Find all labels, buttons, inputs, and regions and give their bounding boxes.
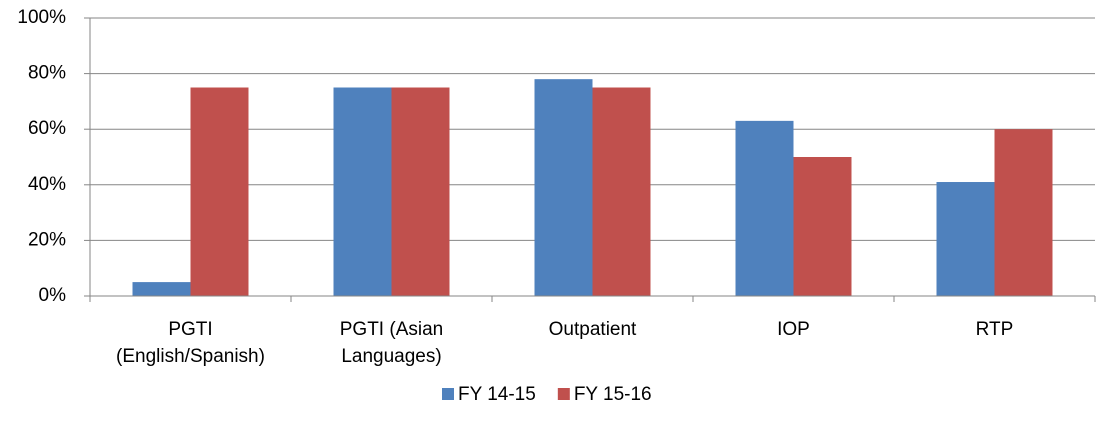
y-tick-label: 60%: [28, 118, 66, 139]
legend-swatch: [557, 388, 570, 400]
y-tick-label: 20%: [28, 229, 66, 250]
bar: [735, 120, 794, 296]
y-tick-label: 100%: [17, 7, 66, 28]
x-tick-label: PGTI (English/Spanish): [116, 319, 265, 367]
x-tick-label: Outpatient: [548, 319, 637, 340]
x-tick-label: IOP: [777, 319, 810, 340]
legend-swatch: [442, 388, 454, 400]
bar: [190, 87, 249, 296]
legend-label: FY 14-15: [458, 384, 536, 405]
bar: [391, 87, 450, 296]
bar: [534, 79, 593, 296]
bar: [994, 129, 1053, 296]
bar: [592, 87, 651, 296]
legend-label: FY 15-16: [574, 384, 652, 405]
bar: [132, 282, 191, 296]
bar: [333, 87, 392, 296]
x-tick-label: RTP: [975, 319, 1014, 340]
y-tick-label: 80%: [28, 63, 66, 84]
x-tick-label: PGTI (Asian Languages): [339, 319, 444, 367]
bar: [793, 157, 852, 296]
y-tick-label: 0%: [39, 285, 67, 306]
bar: [936, 182, 995, 296]
y-tick-label: 40%: [28, 174, 66, 195]
